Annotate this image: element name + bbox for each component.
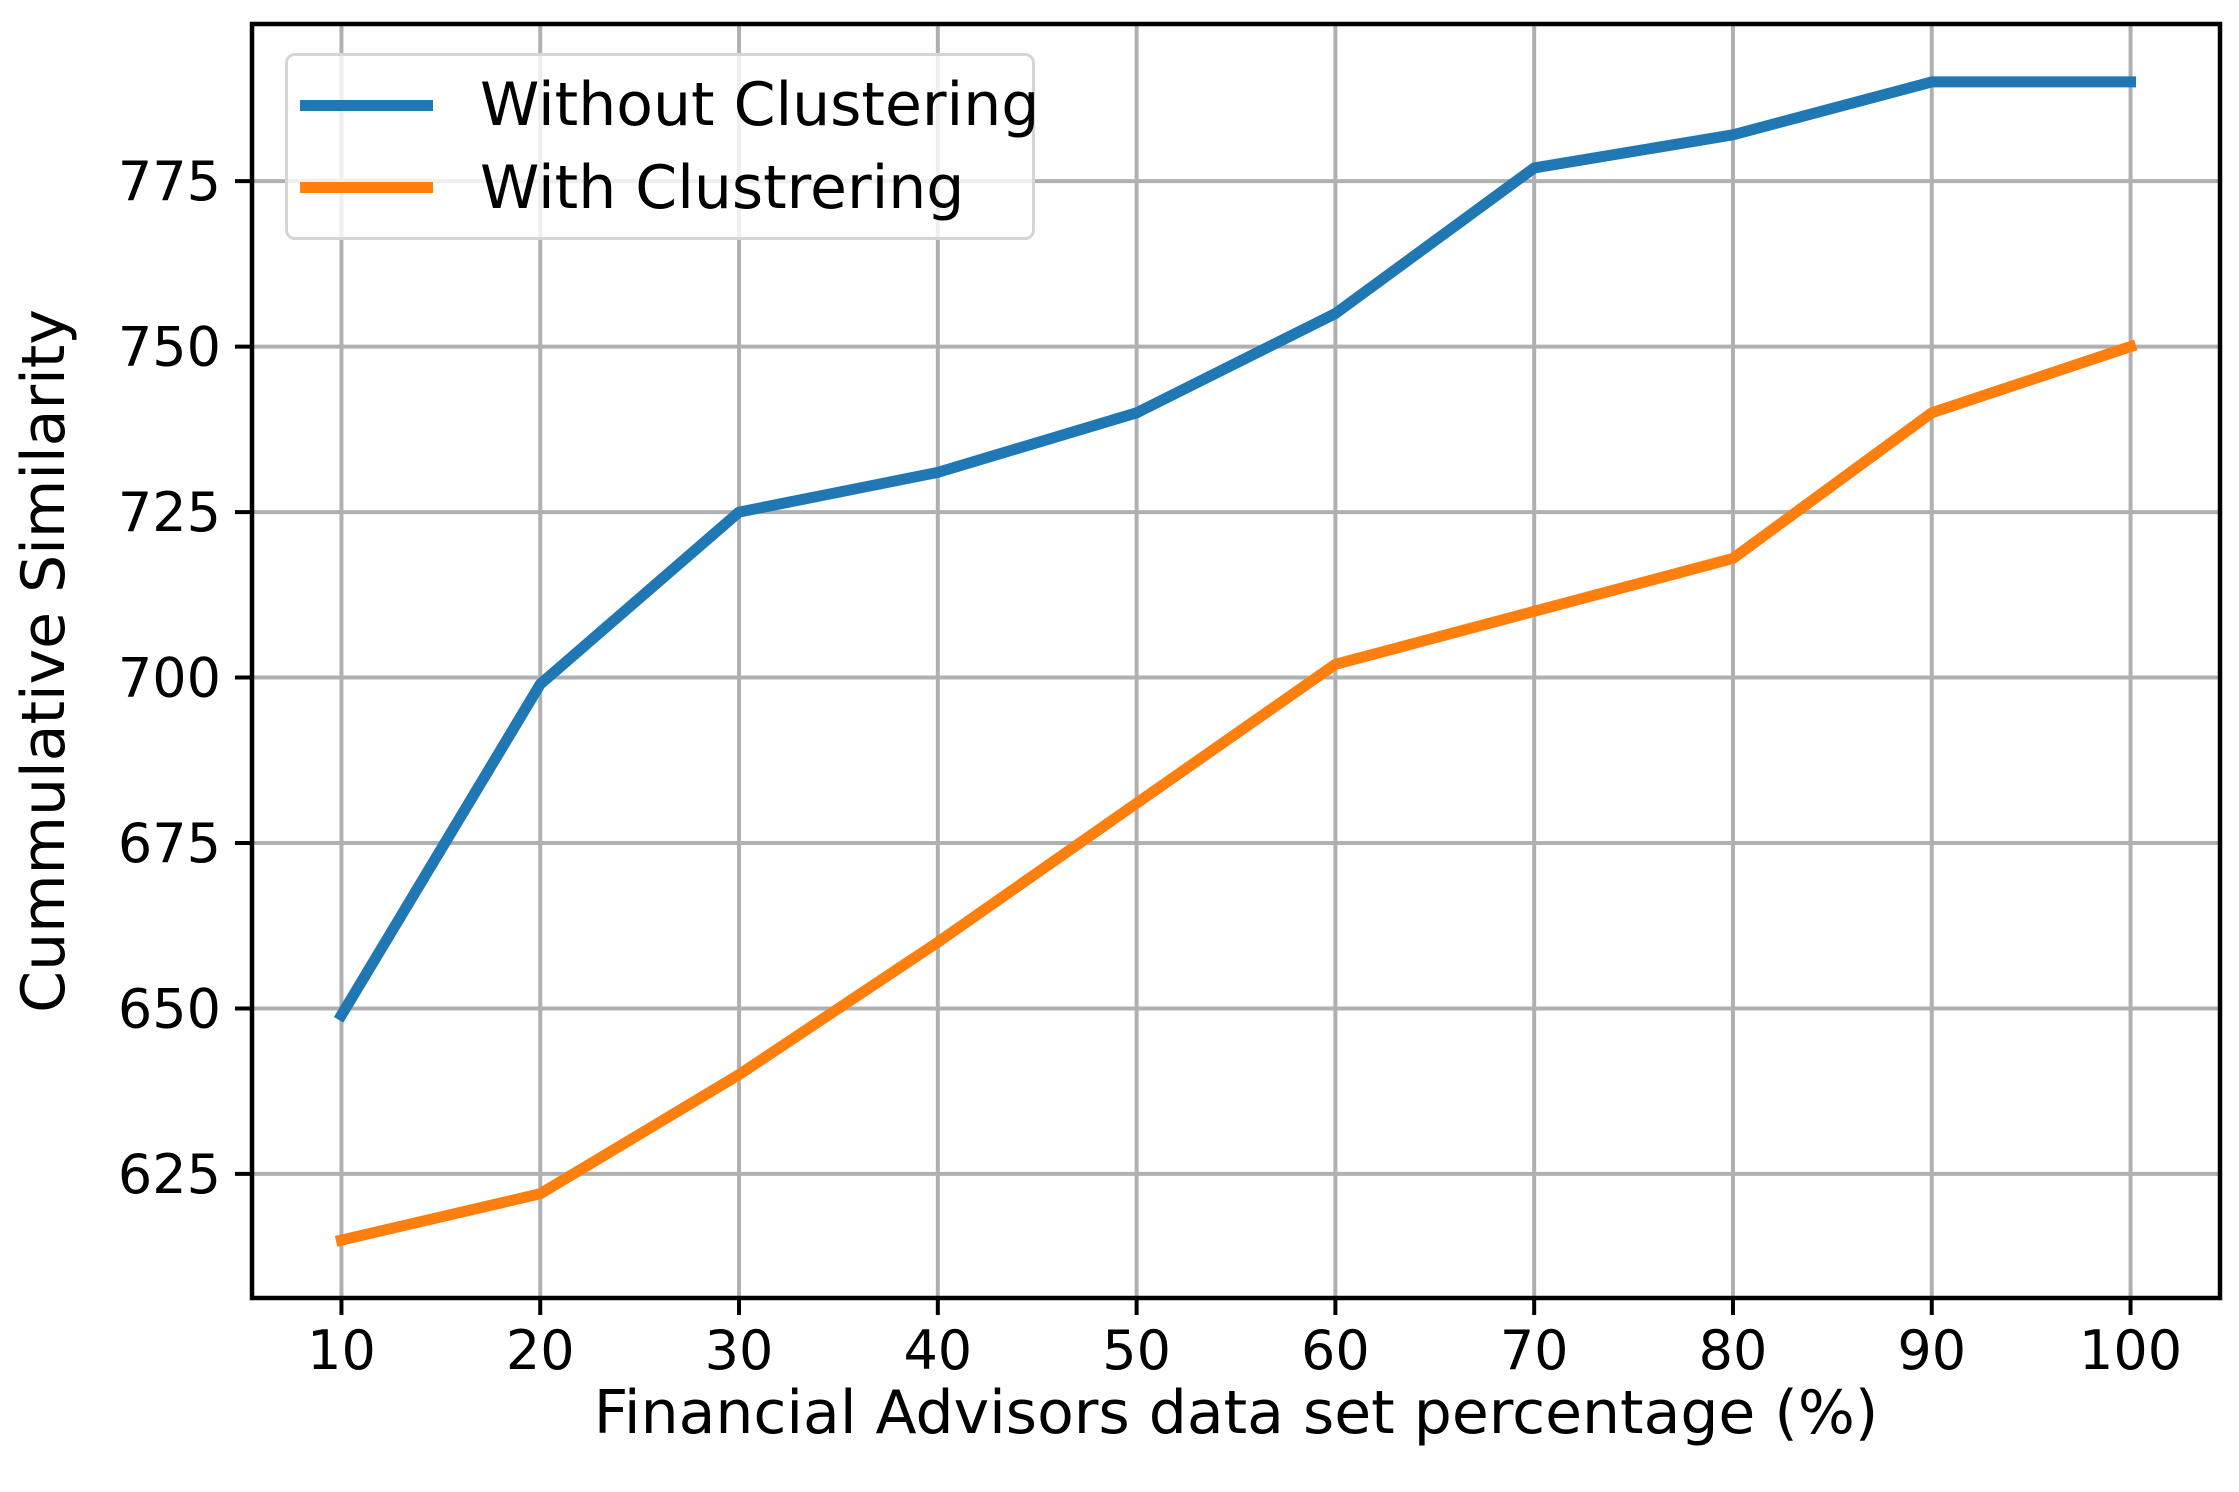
legend-label: Without Clustering — [480, 70, 1040, 141]
legend-line-sample-orange — [300, 182, 433, 194]
y-axis-label: Cummulative Similarity — [9, 309, 79, 1013]
x-tick-label: 10 — [307, 1319, 376, 1382]
x-tick-label: 20 — [506, 1319, 575, 1382]
y-tick-label: 775 — [118, 150, 221, 213]
legend: Without Clustering With Clustrering — [285, 53, 1039, 240]
x-tick-label: 30 — [705, 1319, 774, 1382]
y-tick-label: 675 — [118, 812, 221, 875]
x-tick-label: 100 — [2079, 1319, 2182, 1382]
x-tick-label: 70 — [1500, 1319, 1569, 1382]
y-tick-label: 750 — [118, 316, 221, 379]
legend-label: With Clustrering — [480, 152, 965, 223]
legend-item-without-clustering: Without Clustering — [288, 70, 1039, 140]
x-tick-label: 50 — [1102, 1319, 1171, 1382]
legend-line-sample-blue — [300, 99, 433, 111]
legend-item-with-clustrering: With Clustrering — [288, 153, 1032, 223]
x-axis-label: Financial Advisors data set percentage (… — [593, 1378, 1879, 1448]
x-tick-label: 80 — [1699, 1319, 1768, 1382]
x-tick-label: 90 — [1897, 1319, 1966, 1382]
series-line-with-clustrering — [334, 339, 2138, 1247]
y-tick-label: 625 — [118, 1143, 221, 1206]
x-tick-label: 40 — [903, 1319, 972, 1382]
y-tick-label: 725 — [118, 481, 221, 544]
x-tick-label: 60 — [1301, 1319, 1370, 1382]
y-tick-label: 650 — [118, 977, 221, 1040]
series-line-without-clustering — [333, 76, 2137, 1023]
axes-spines — [249, 21, 2223, 1301]
y-tick-label: 700 — [118, 647, 221, 710]
